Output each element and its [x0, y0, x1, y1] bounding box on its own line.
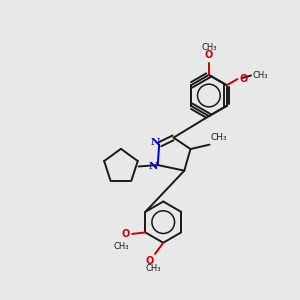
Text: N: N: [149, 162, 158, 171]
Text: CH₃: CH₃: [113, 242, 129, 251]
Text: CH₃: CH₃: [146, 264, 161, 273]
Text: O: O: [122, 229, 130, 239]
Text: CH₃: CH₃: [210, 133, 227, 142]
Text: O: O: [239, 74, 248, 84]
Text: CH₃: CH₃: [201, 43, 217, 52]
Text: CH₃: CH₃: [253, 71, 268, 80]
Text: O: O: [205, 50, 213, 60]
Text: N: N: [151, 138, 160, 147]
Text: O: O: [145, 256, 154, 266]
